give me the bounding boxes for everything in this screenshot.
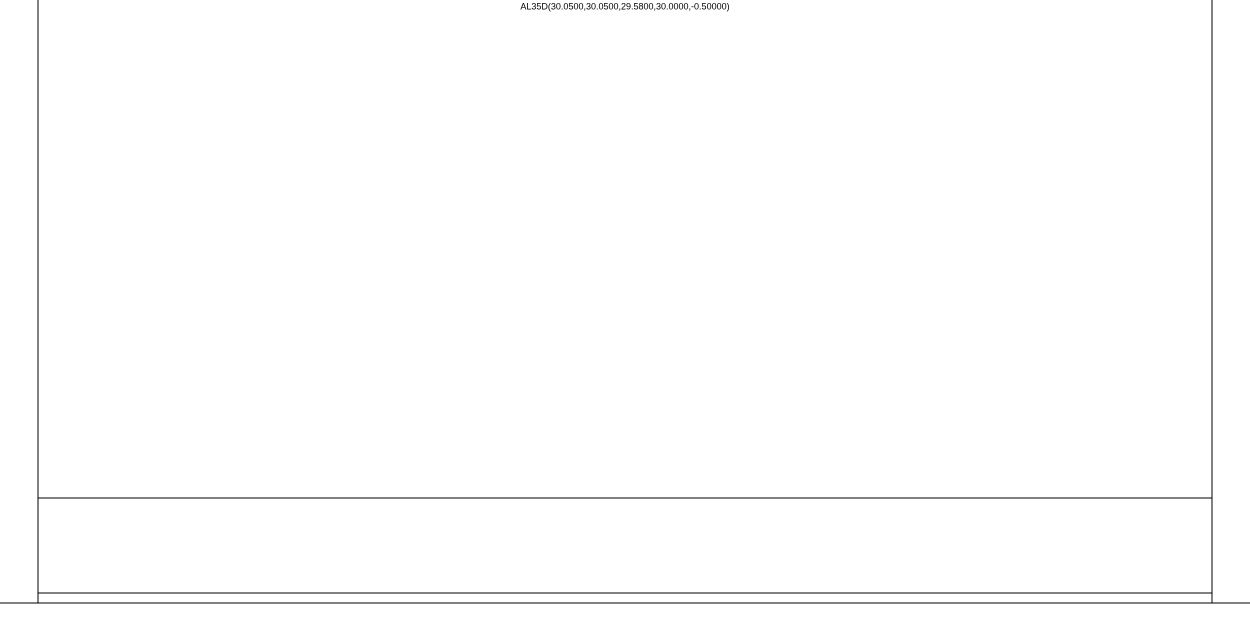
axes-layer <box>0 0 1250 604</box>
chart-title: AL35D(30.0500,30.0500,29.5800,30.0000,-0… <box>520 1 729 11</box>
